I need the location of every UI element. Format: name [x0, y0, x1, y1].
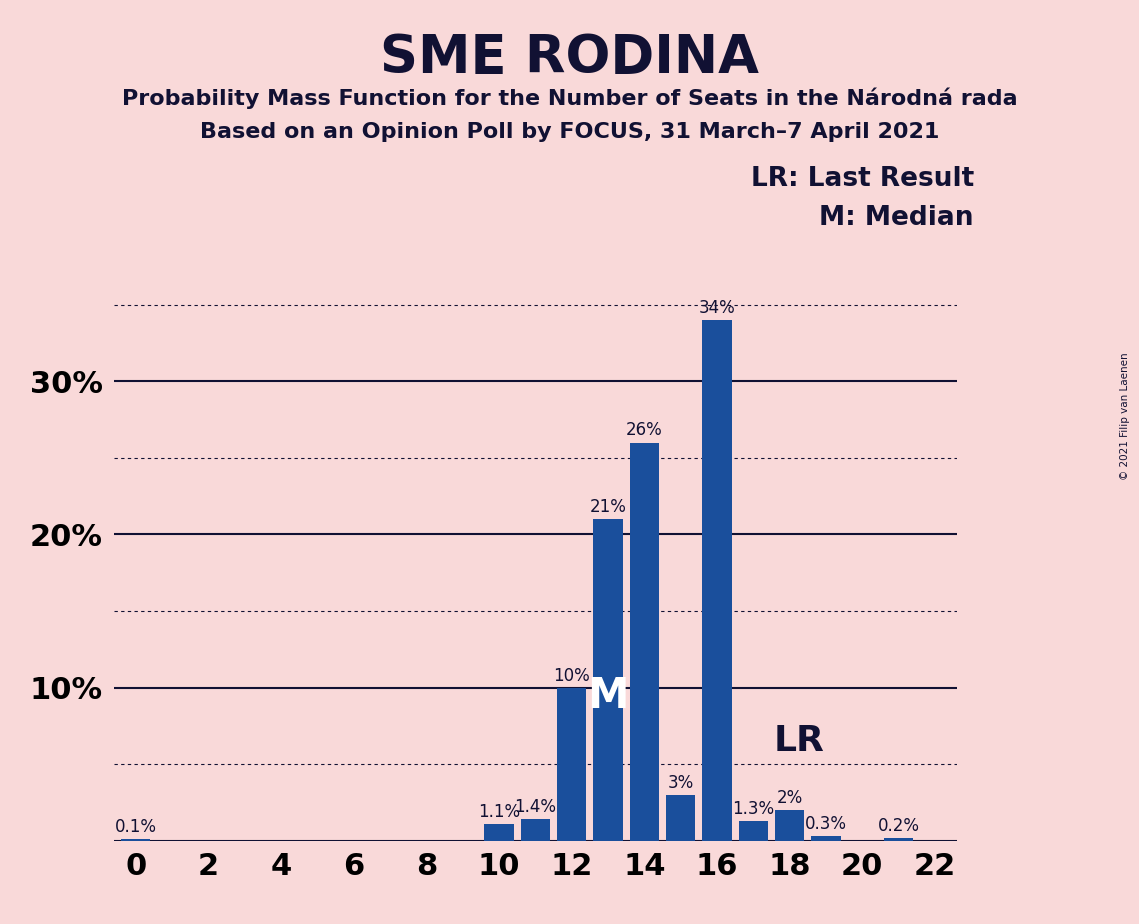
Text: M: M [588, 675, 629, 717]
Bar [739, 821, 768, 841]
Bar [811, 836, 841, 841]
Text: © 2021 Filip van Laenen: © 2021 Filip van Laenen [1121, 352, 1130, 480]
Text: LR: LR [773, 724, 825, 758]
Text: 0.1%: 0.1% [115, 819, 157, 836]
Text: 26%: 26% [626, 421, 663, 440]
Bar [521, 820, 550, 841]
Text: 21%: 21% [590, 498, 626, 517]
Bar [630, 443, 658, 841]
Text: 34%: 34% [698, 299, 736, 317]
Text: 10%: 10% [554, 666, 590, 685]
Text: 1.1%: 1.1% [478, 803, 521, 821]
Text: 1.3%: 1.3% [732, 800, 775, 818]
Text: Based on an Opinion Poll by FOCUS, 31 March–7 April 2021: Based on an Opinion Poll by FOCUS, 31 Ma… [199, 122, 940, 142]
Bar [593, 519, 623, 841]
Text: 2%: 2% [777, 789, 803, 808]
Text: 0.3%: 0.3% [805, 815, 847, 833]
Text: 3%: 3% [667, 773, 694, 792]
Text: LR: Last Result: LR: Last Result [751, 166, 974, 192]
Text: SME RODINA: SME RODINA [380, 32, 759, 84]
Bar [557, 687, 587, 841]
Bar [884, 838, 913, 841]
Bar [776, 810, 804, 841]
Bar [703, 320, 731, 841]
Text: Probability Mass Function for the Number of Seats in the Národná rada: Probability Mass Function for the Number… [122, 88, 1017, 109]
Text: 1.4%: 1.4% [515, 798, 556, 816]
Text: 0.2%: 0.2% [878, 817, 919, 834]
Text: M: Median: M: Median [819, 205, 974, 231]
Bar [484, 824, 514, 841]
Bar [121, 839, 150, 841]
Bar [666, 795, 695, 841]
